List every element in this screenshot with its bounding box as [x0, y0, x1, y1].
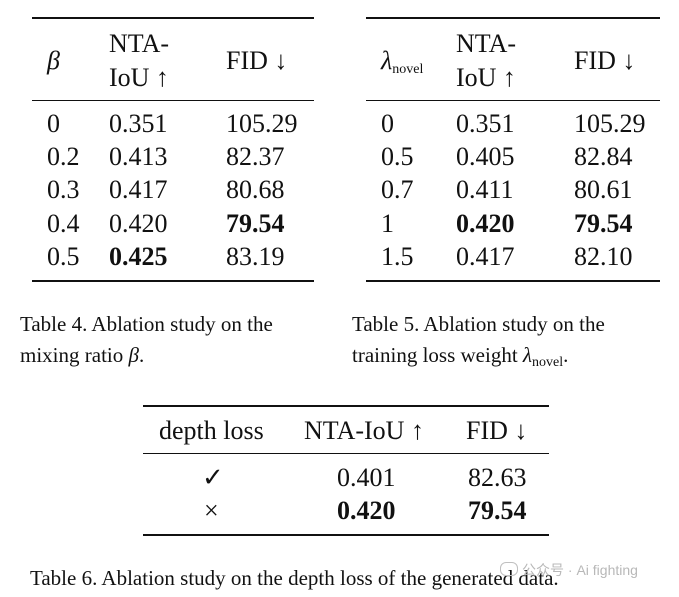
table-4-row-3-fid: 79.54	[226, 209, 285, 238]
table-5-row-2-fid: 80.61	[574, 175, 633, 204]
table-4-row-1-fid: 82.37	[226, 142, 285, 171]
table-5-header-lambda: λnovel	[381, 44, 423, 87]
table-5-row-0-fid: 105.29	[574, 109, 646, 138]
table-6-row-1-depth: ×	[204, 496, 219, 525]
table-5-caption-line1: Table 5. Ablation study on the	[352, 312, 605, 336]
table-4-header-rule	[32, 100, 314, 101]
table-5-bottom-rule	[366, 280, 660, 282]
watermark: 公众号 · Ai fighting	[500, 560, 638, 580]
table-4-row-3-beta: 0.4	[47, 209, 80, 238]
table-6-top-rule	[143, 405, 549, 407]
table-4-header-nta-line2: IoU ↑	[109, 63, 169, 92]
table-5-row-4-lambda: 1.5	[381, 242, 414, 271]
table-4-top-rule	[32, 17, 314, 19]
table-5-header-fid: FID ↓	[574, 46, 636, 75]
table-5-caption-line2: training loss weight λnovel.	[352, 340, 605, 378]
table-4-row-4-fid: 83.19	[226, 242, 285, 271]
table-6-row-1-nta: 0.420	[337, 496, 396, 525]
table-6-row-0-fid: 82.63	[468, 463, 527, 492]
table-4-row-2-beta: 0.3	[47, 175, 80, 204]
table-4-caption-end: .	[138, 343, 145, 367]
table-4-bottom-rule	[32, 280, 314, 282]
table-5-caption: Table 5. Ablation study on the training …	[352, 309, 605, 378]
wechat-icon	[500, 562, 518, 576]
table-5-header-nta-line1: NTA-	[456, 29, 517, 58]
table-5-row-0-nta: 0.351	[456, 109, 515, 138]
table-5-row-1-fid: 82.84	[574, 142, 633, 171]
table-5-row-2-lambda: 0.7	[381, 175, 414, 204]
table-6-bottom-rule	[143, 534, 549, 536]
table-5-top-rule	[366, 17, 660, 19]
table-4-header-fid: FID ↓	[226, 46, 288, 75]
table-4-caption: Table 4. Ablation study on the mixing ra…	[20, 309, 273, 371]
table-4-row-0-fid: 105.29	[226, 109, 298, 138]
table-6-row-1-fid: 79.54	[468, 496, 527, 525]
table-4-row-1-beta: 0.2	[47, 142, 80, 171]
table-5-row-1-nta: 0.405	[456, 142, 515, 171]
table-4-header-beta: β	[47, 46, 60, 75]
table-6-header-rule	[143, 453, 549, 454]
table-6-header-fid: FID ↓	[466, 416, 528, 445]
table-4-caption-symbol: β	[128, 343, 139, 367]
table-6-caption: Table 6. Ablation study on the depth los…	[30, 566, 559, 590]
watermark-text: 公众号 · Ai fighting	[522, 562, 638, 578]
table-4-row-4-nta: 0.425	[109, 242, 168, 271]
table-5-row-4-fid: 82.10	[574, 242, 633, 271]
table-5-row-1-lambda: 0.5	[381, 142, 414, 171]
table-5-row-3-nta: 0.420	[456, 209, 515, 238]
table-5-caption-end: .	[563, 343, 569, 367]
table-5-caption-sub: novel	[532, 355, 564, 370]
table-4-row-4-beta: 0.5	[47, 242, 80, 271]
table-6-header-nta: NTA-IoU ↑	[304, 416, 424, 445]
table-4-row-0-beta: 0	[47, 109, 60, 138]
table-4-caption-line2-text: mixing ratio	[20, 343, 129, 367]
table-5-row-4-nta: 0.417	[456, 242, 515, 271]
table-5-header-lambda-sub: novel	[392, 62, 424, 77]
table-4-row-3-nta: 0.420	[109, 209, 168, 238]
table-5-row-3-fid: 79.54	[574, 209, 633, 238]
table-4-header-nta-line1: NTA-	[109, 29, 170, 58]
table-5-header-nta-line2: IoU ↑	[456, 63, 516, 92]
table-5-caption-symbol: λ	[522, 343, 533, 367]
table-5-row-3-lambda: 1	[381, 209, 394, 238]
table-5-header-rule	[366, 100, 660, 101]
table-4-caption-line2: mixing ratio β.	[20, 340, 273, 371]
table-5-row-2-nta: 0.411	[456, 175, 514, 204]
table-4-row-0-nta: 0.351	[109, 109, 168, 138]
table-6-header-depth: depth loss	[159, 416, 264, 445]
table-5-row-0-lambda: 0	[381, 109, 394, 138]
table-5-caption-line2-text: training loss weight	[352, 343, 523, 367]
table-4-row-1-nta: 0.413	[109, 142, 168, 171]
table-6-row-0-nta: 0.401	[337, 463, 396, 492]
table-4-row-2-nta: 0.417	[109, 175, 168, 204]
table-5-header-lambda-symbol: λ	[381, 46, 393, 75]
table-6-row-0-depth: ✓	[202, 463, 224, 492]
table-4-caption-line1: Table 4. Ablation study on the	[20, 312, 273, 336]
table-4-row-2-fid: 80.68	[226, 175, 285, 204]
